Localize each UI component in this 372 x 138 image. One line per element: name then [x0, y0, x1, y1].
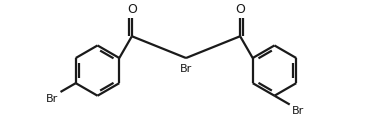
Text: Br: Br — [292, 106, 304, 116]
Text: Br: Br — [180, 64, 192, 74]
Text: O: O — [127, 3, 137, 16]
Text: O: O — [235, 3, 245, 16]
Text: Br: Br — [46, 94, 58, 104]
